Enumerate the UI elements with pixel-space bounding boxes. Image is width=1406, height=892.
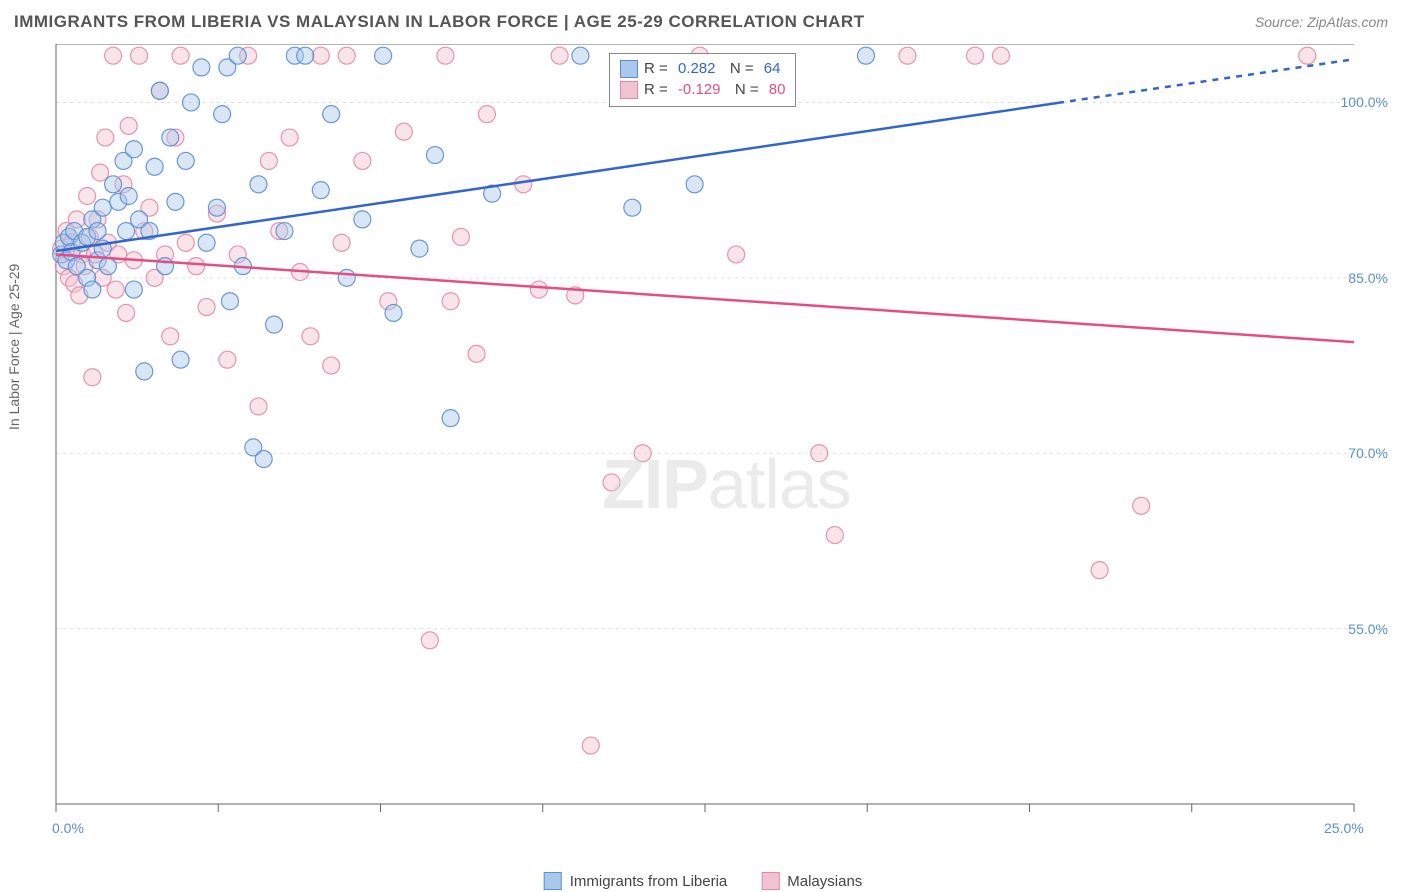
scatter-svg bbox=[42, 44, 1392, 836]
source-label: Source: ZipAtlas.com bbox=[1255, 14, 1388, 30]
corr-n-label: N = bbox=[721, 58, 757, 79]
corr-r-value: 0.282 bbox=[678, 58, 716, 79]
series-swatch bbox=[620, 60, 638, 78]
y-tick-label: 55.0% bbox=[1348, 621, 1388, 637]
legend-item: Malaysians bbox=[761, 872, 862, 890]
correlation-box: R = 0.282 N = 64R = -0.129 N = 80 bbox=[609, 53, 796, 107]
y-tick-label: 70.0% bbox=[1348, 445, 1388, 461]
corr-row: R = 0.282 N = 64 bbox=[620, 58, 785, 79]
y-tick-label: 85.0% bbox=[1348, 270, 1388, 286]
corr-row: R = -0.129 N = 80 bbox=[620, 79, 785, 100]
chart-title: IMMIGRANTS FROM LIBERIA VS MALAYSIAN IN … bbox=[14, 12, 865, 32]
y-tick-label: 100.0% bbox=[1341, 94, 1388, 110]
x-tick-label: 25.0% bbox=[1324, 820, 1364, 836]
corr-n-value: 64 bbox=[764, 58, 781, 79]
corr-n-value: 80 bbox=[769, 79, 786, 100]
legend-item: Immigrants from Liberia bbox=[544, 872, 728, 890]
legend-swatch bbox=[761, 872, 779, 890]
legend-label: Malaysians bbox=[787, 873, 862, 890]
legend-label: Immigrants from Liberia bbox=[570, 873, 728, 890]
plot-area: ZIPatlas R = 0.282 N = 64R = -0.129 N = … bbox=[42, 44, 1392, 836]
legend-swatch bbox=[544, 872, 562, 890]
chart-container: IMMIGRANTS FROM LIBERIA VS MALAYSIAN IN … bbox=[0, 0, 1406, 892]
corr-r-label: R = bbox=[644, 58, 672, 79]
corr-n-label: N = bbox=[726, 79, 762, 100]
header: IMMIGRANTS FROM LIBERIA VS MALAYSIAN IN … bbox=[0, 0, 1406, 38]
series-swatch bbox=[620, 81, 638, 99]
corr-r-value: -0.129 bbox=[678, 79, 721, 100]
corr-r-label: R = bbox=[644, 79, 672, 100]
y-axis-label: In Labor Force | Age 25-29 bbox=[6, 264, 22, 430]
legend: Immigrants from Liberia Malaysians bbox=[544, 872, 863, 890]
x-tick-label: 0.0% bbox=[52, 820, 84, 836]
